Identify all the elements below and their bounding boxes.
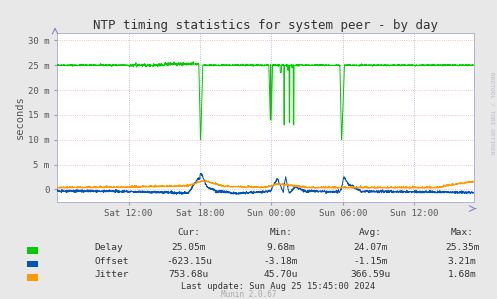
Text: Last update: Sun Aug 25 15:45:00 2024: Last update: Sun Aug 25 15:45:00 2024 [181,283,375,292]
Text: -3.18m: -3.18m [263,257,298,266]
Text: Max:: Max: [451,228,474,237]
Text: 3.21m: 3.21m [448,257,477,266]
Text: 25.05m: 25.05m [171,243,206,252]
Text: Offset: Offset [94,257,129,266]
Text: 45.70u: 45.70u [263,270,298,279]
Text: 366.59u: 366.59u [350,270,390,279]
Y-axis label: seconds: seconds [15,95,25,139]
Text: Cur:: Cur: [177,228,200,237]
Text: Avg:: Avg: [359,228,382,237]
Text: Munin 2.0.67: Munin 2.0.67 [221,290,276,299]
Text: Delay: Delay [94,243,123,252]
Text: Min:: Min: [269,228,292,237]
Title: NTP timing statistics for system peer - by day: NTP timing statistics for system peer - … [93,19,438,32]
Text: 25.35m: 25.35m [445,243,480,252]
Text: 9.68m: 9.68m [266,243,295,252]
Text: RRDTOOL / TOBI OETIKER: RRDTOOL / TOBI OETIKER [490,72,495,155]
Text: -623.15u: -623.15u [166,257,212,266]
Text: 753.68u: 753.68u [169,270,209,279]
Text: -1.15m: -1.15m [353,257,388,266]
Text: 24.07m: 24.07m [353,243,388,252]
Text: Jitter: Jitter [94,270,129,279]
Text: 1.68m: 1.68m [448,270,477,279]
